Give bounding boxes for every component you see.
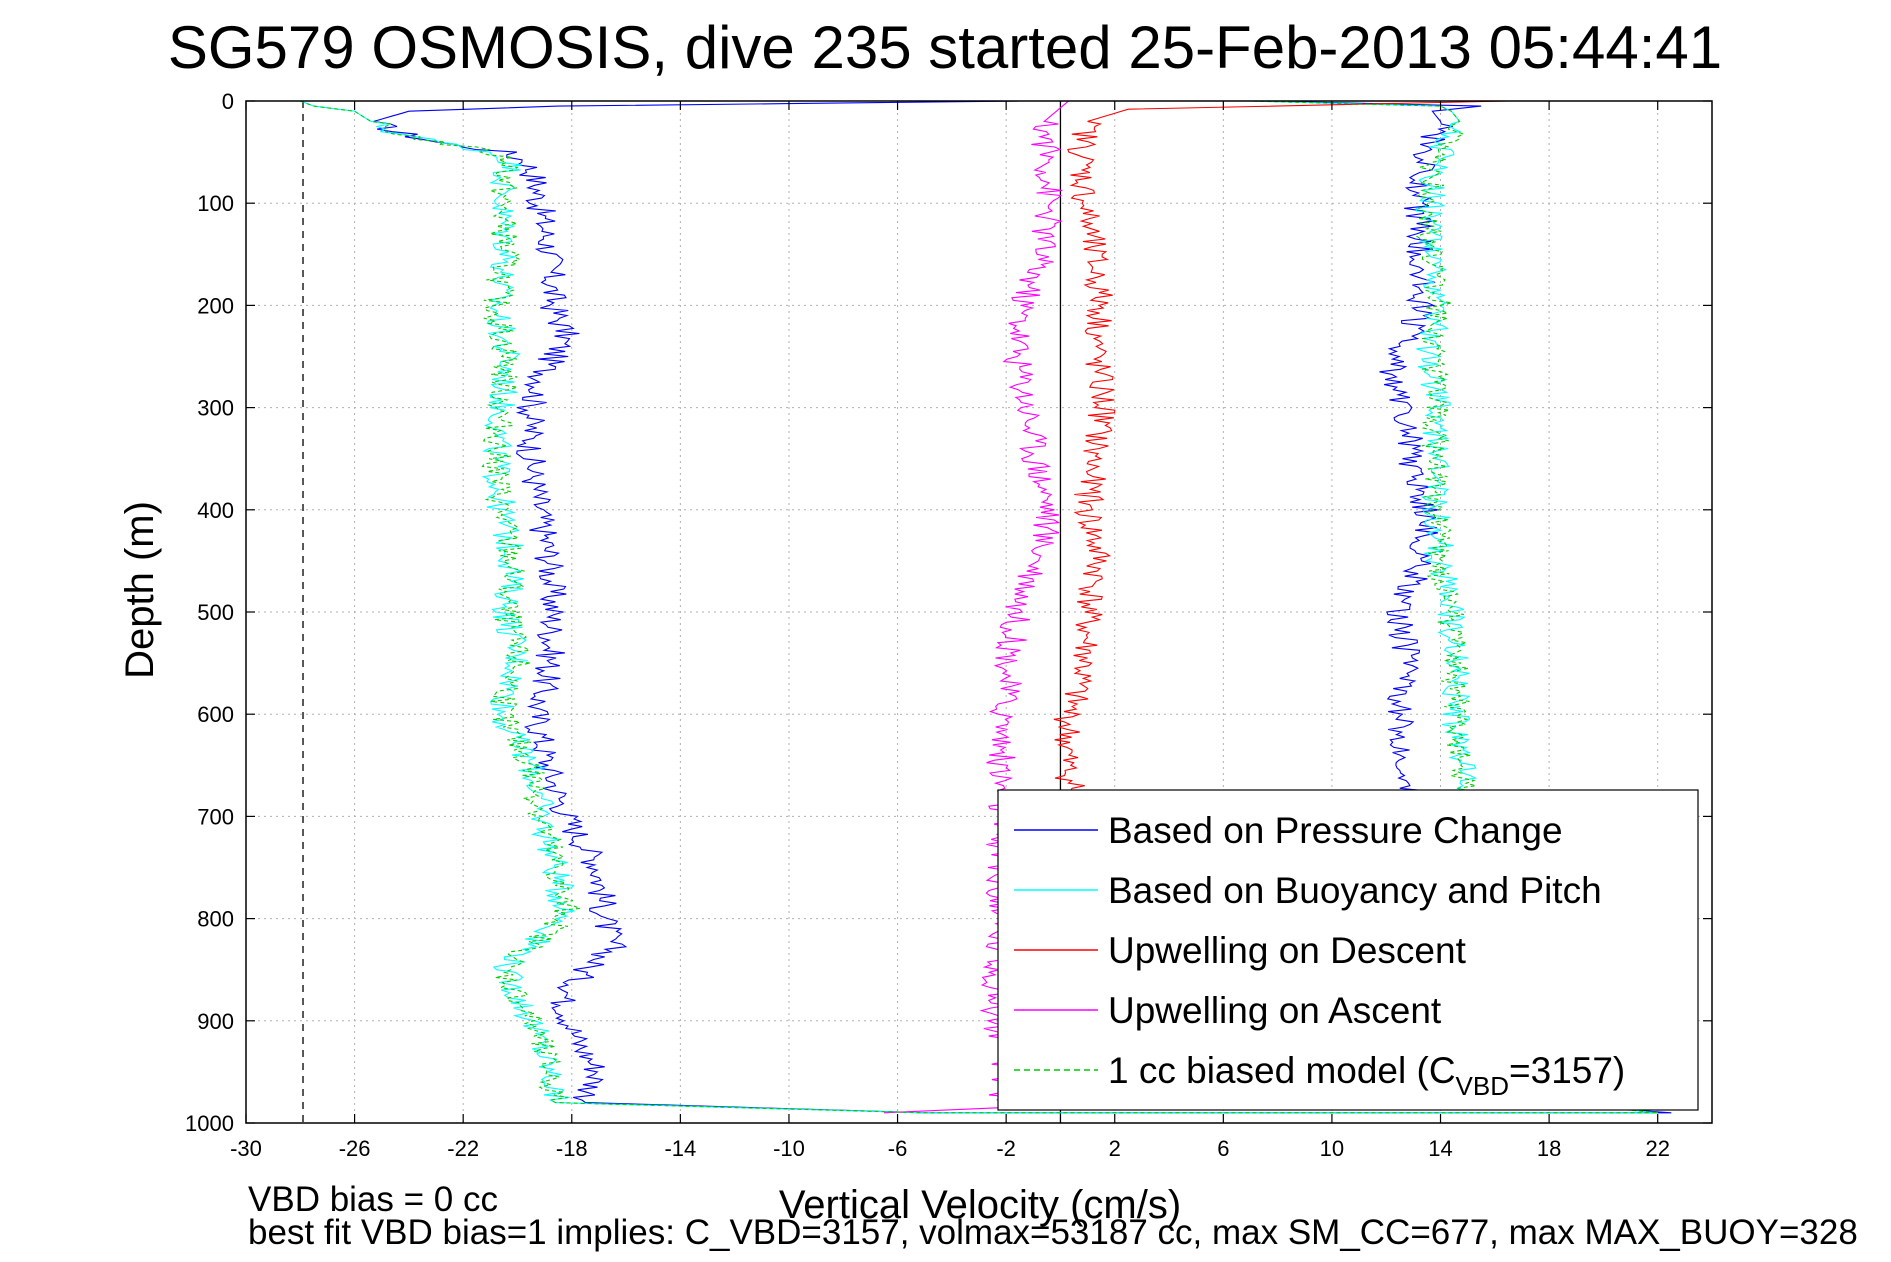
y-tick-label: 800: [197, 907, 234, 932]
y-tick-label: 600: [197, 702, 234, 727]
x-axis-label: Vertical Velocity (cm/s): [779, 1183, 1181, 1227]
vbd-bias-note: VBD bias = 0 cc: [248, 1180, 498, 1219]
x-tick-label: -18: [556, 1136, 588, 1161]
series-line-2: [1053, 100, 1509, 817]
y-tick-label: 900: [197, 1009, 234, 1034]
series-layer: [300, 100, 1672, 1114]
legend-label-text: 1 cc biased model (C: [1108, 1050, 1456, 1091]
x-tick-label: -22: [447, 1136, 479, 1161]
legend-label-4: 1 cc biased model (CVBD=3157): [1108, 1050, 1625, 1101]
x-tick-label: 22: [1645, 1136, 1669, 1161]
x-tick-label: -10: [773, 1136, 805, 1161]
y-tick-label: 400: [197, 498, 234, 523]
x-tick-label: -30: [230, 1136, 262, 1161]
chart-title: SG579 OSMOSIS, dive 235 started 25-Feb-2…: [168, 14, 1722, 81]
y-tick-label: 700: [197, 804, 234, 829]
legend-label-text: Upwelling on Descent: [1108, 930, 1467, 971]
x-tick-label: 10: [1320, 1136, 1344, 1161]
x-axis-ticks: -30 -26 -22 -18 -14 -10 -6 -2 2 6 10 14 18 22: [230, 101, 1670, 1161]
legend-label-text: Based on Buoyancy and Pitch: [1108, 870, 1602, 911]
x-tick-label: -14: [664, 1136, 696, 1161]
legend-label-suffix: =3157): [1509, 1050, 1625, 1091]
x-tick-label: 2: [1109, 1136, 1121, 1161]
x-tick-label: 6: [1217, 1136, 1229, 1161]
y-tick-label: 500: [197, 600, 234, 625]
y-tick-label: 100: [197, 191, 234, 216]
legend: Based on Pressure Change Based on Buoyanc…: [997, 789, 1699, 1111]
legend-label-3: Upwelling on Ascent: [1108, 990, 1442, 1031]
legend-label-2: Upwelling on Descent: [1108, 930, 1467, 971]
legend-label-text: Upwelling on Ascent: [1108, 990, 1442, 1031]
x-tick-label: -26: [339, 1136, 371, 1161]
y-tick-label: 300: [197, 396, 234, 421]
x-tick-label: 18: [1537, 1136, 1561, 1161]
legend-label-text: Based on Pressure Change: [1108, 810, 1563, 851]
x-tick-label: 14: [1428, 1136, 1452, 1161]
x-tick-label: -6: [888, 1136, 908, 1161]
legend-label-subscript: VBD: [1456, 1071, 1509, 1101]
series-line-3: [883, 100, 1069, 1114]
y-tick-label: 0: [222, 89, 234, 114]
legend-box: [997, 789, 1699, 1111]
legend-label-0: Based on Pressure Change: [1108, 810, 1563, 851]
series-line-4: [300, 100, 1658, 1114]
y-axis-ticks: 0 100 200 300 400 500 600 700 800 900 1000: [185, 89, 1712, 1136]
best-fit-note: best fit VBD bias=1 implies: C_VBD=3157,…: [248, 1213, 1858, 1252]
x-tick-label: -2: [996, 1136, 1016, 1161]
y-tick-label: 200: [197, 293, 234, 318]
y-tick-label: 1000: [185, 1111, 234, 1136]
legend-label-1: Based on Buoyancy and Pitch: [1108, 870, 1602, 911]
y-axis-label: Depth (m): [118, 501, 162, 679]
